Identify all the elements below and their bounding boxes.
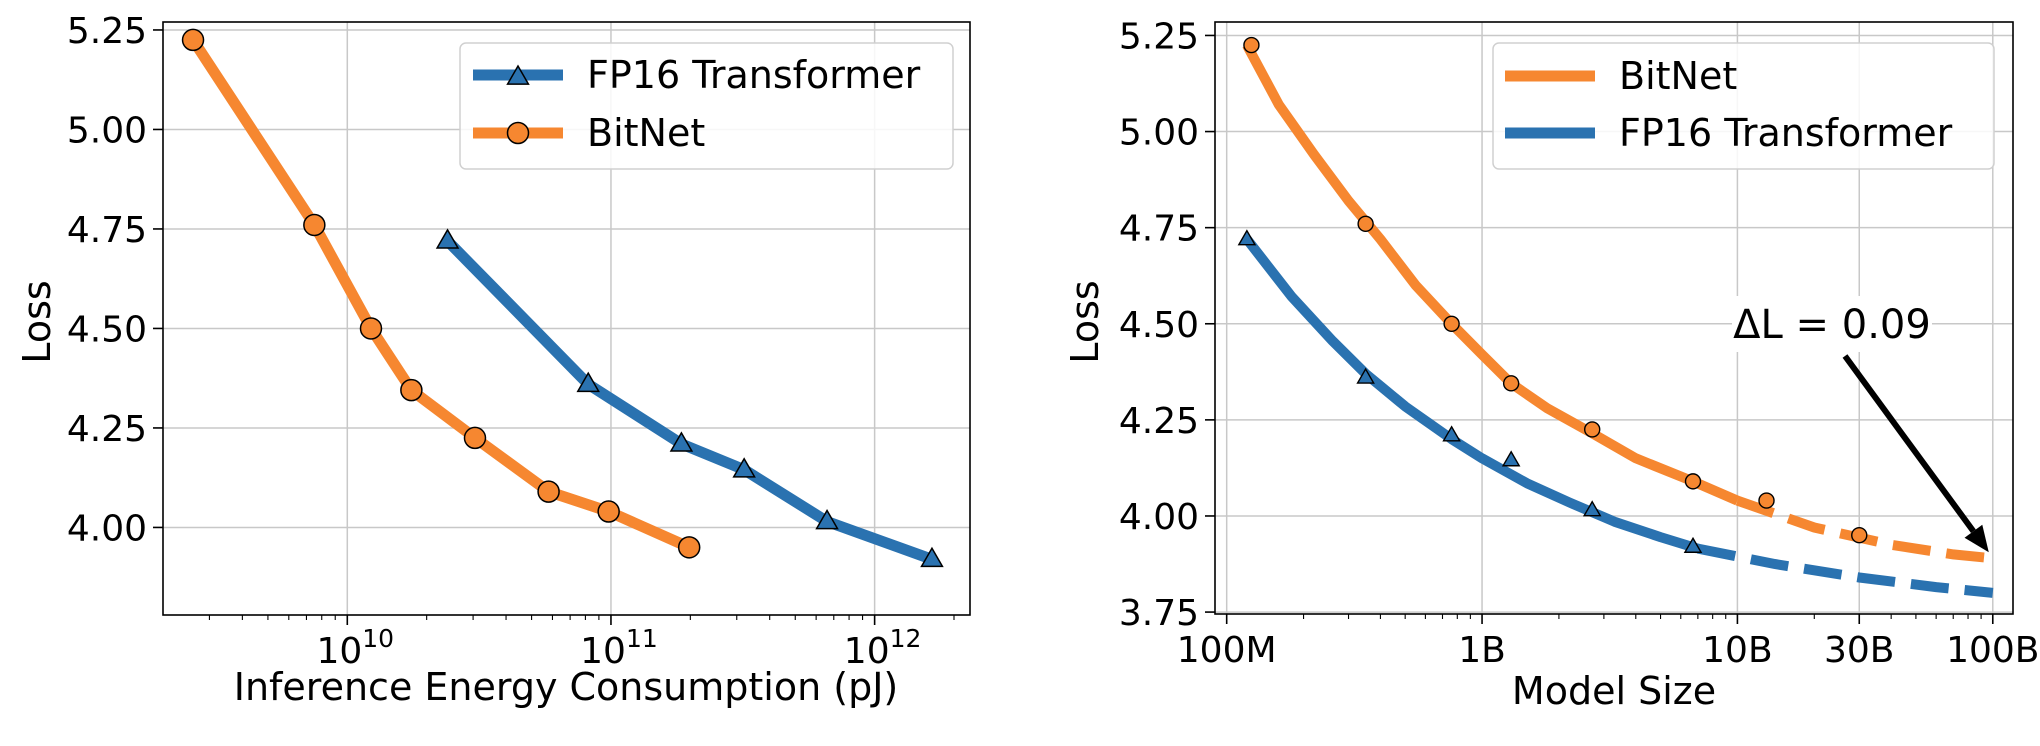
legend-box xyxy=(459,42,954,170)
energy-chart-x-axis-label: Inference Energy Consumption (pJ) xyxy=(234,665,899,709)
energy-bitnet-point xyxy=(181,28,205,52)
size-chart-y-tick-label: 4.75 xyxy=(1119,209,1199,250)
size-bitnet-point xyxy=(1502,375,1520,392)
legend-box xyxy=(1492,42,1995,170)
size-chart-frame xyxy=(1214,21,2014,615)
energy-chart-y-tick-label: 4.25 xyxy=(67,409,147,450)
size-chart-series xyxy=(1237,36,1994,598)
size-fp16-point xyxy=(1442,425,1461,442)
energy-fp16-point xyxy=(669,431,694,452)
size-chart-y-ticks: 3.75 4.00 4.25 4.50 4.75 5.00 5.25 xyxy=(1119,16,1215,634)
size-bitnet-point xyxy=(1851,526,1868,544)
size-fp16-point xyxy=(1237,229,1257,246)
energy-chart-y-ticks: 4.00 4.25 4.50 4.75 5.00 5.25 xyxy=(67,11,163,549)
energy-bitnet-point xyxy=(400,378,423,402)
size-chart-legend: BitNet FP16 Transformer xyxy=(1492,42,1995,170)
size-bitnet-point xyxy=(1243,36,1260,54)
size-chart-x-axis-label: Model Size xyxy=(1512,669,1716,713)
size-chart-x-tick-label: 30B xyxy=(1824,630,1895,671)
size-chart-x-ticks: 100M 1B 10B 30B 100B xyxy=(1177,614,2039,671)
annotation-background xyxy=(1732,296,1932,352)
size-chart-y-tick-label: 4.00 xyxy=(1119,497,1199,538)
size-chart-x-tick-label: 1B xyxy=(1458,630,1506,671)
energy-chart-legend: FP16 Transformer BitNet xyxy=(459,42,954,170)
energy-fp16-point xyxy=(920,546,944,568)
size-bitnet-fit-solid xyxy=(1242,42,1740,506)
energy-bitnet-point xyxy=(537,480,560,503)
annotation-arrow-head xyxy=(1964,524,1989,553)
size-bitnet-point xyxy=(1357,215,1374,233)
size-fp16-fit-solid xyxy=(1242,236,1700,554)
legend-fp16-label: FP16 Transformer xyxy=(1619,111,1953,155)
size-bitnet-fit-extrapolated xyxy=(1735,495,1994,564)
energy-bitnet-point xyxy=(463,426,487,450)
size-chart-x-tick-label: 10B xyxy=(1702,630,1773,671)
annotation-arrow-shaft xyxy=(1842,354,1976,534)
energy-chart-frame xyxy=(162,21,971,616)
size-fp16-point xyxy=(1356,367,1375,384)
energy-chart-y-axis-label: Loss xyxy=(15,280,59,363)
size-bitnet-point xyxy=(1443,315,1460,332)
size-fp16-point xyxy=(1582,500,1602,517)
legend-bitnet-circle-marker xyxy=(506,121,530,145)
energy-fp16-point xyxy=(815,508,839,530)
legend-bitnet-label: BitNet xyxy=(587,111,705,155)
energy-chart-x-ticks: 1010 1011 1012 xyxy=(208,615,955,672)
energy-fp16-point xyxy=(576,371,600,393)
size-fp16-point xyxy=(1683,536,1703,553)
energy-chart-x-tick-label: 1012 xyxy=(844,624,922,672)
energy-chart-series xyxy=(181,28,944,568)
size-bitnet-point xyxy=(1758,492,1775,509)
energy-chart-y-tick-label: 5.00 xyxy=(67,110,147,151)
energy-fp16-point xyxy=(435,228,460,249)
size-chart-y-tick-label: 4.25 xyxy=(1119,401,1199,442)
size-chart-y-tick-label: 4.50 xyxy=(1119,305,1199,346)
energy-chart-x-tick-label: 1011 xyxy=(580,624,658,672)
legend-fp16-label: FP16 Transformer xyxy=(587,53,921,97)
size-chart-y-tick-label: 5.25 xyxy=(1119,16,1199,57)
size-chart-y-tick-label: 5.00 xyxy=(1119,113,1199,154)
energy-chart-y-tick-label: 5.25 xyxy=(67,11,147,52)
energy-chart-x-tick-label: 1010 xyxy=(316,624,394,672)
size-chart-y-axis-label: Loss xyxy=(1063,280,1107,363)
energy-bitnet-point xyxy=(359,317,383,340)
size-bitnet-point xyxy=(1684,473,1702,490)
legend-bitnet-label: BitNet xyxy=(1619,54,1737,98)
energy-fp16-line xyxy=(442,235,938,565)
size-fp16-fit-extrapolated xyxy=(1696,543,1994,598)
size-chart-x-tick-label: 100M xyxy=(1177,630,1277,671)
size-chart-y-tick-label: 3.75 xyxy=(1119,593,1199,634)
energy-bitnet-point xyxy=(303,213,326,237)
legend-fp16-triangle-marker xyxy=(506,64,530,85)
energy-fp16-point xyxy=(732,457,756,478)
size-bitnet-point xyxy=(1584,421,1601,438)
energy-bitnet-point xyxy=(677,536,701,559)
energy-bitnet-point xyxy=(597,500,620,523)
model-size-loss-chart: 100M 1B 10B 30B 100B 3.75 4.00 4.25 4.50 4.75 5.0… xyxy=(1063,16,2039,713)
energy-chart-y-tick-label: 4.50 xyxy=(67,309,147,350)
energy-loss-chart: 1010 1011 1012 4.00 4.25 4.50 4.75 5.00 5.25 In… xyxy=(15,11,971,709)
size-fp16-point xyxy=(1501,450,1521,467)
size-chart-x-tick-label: 100B xyxy=(1946,630,2039,671)
energy-chart-y-tick-label: 4.00 xyxy=(67,508,147,549)
energy-chart-y-tick-label: 4.75 xyxy=(67,210,147,251)
delta-loss-label: ΔL = 0.09 xyxy=(1733,302,1931,348)
delta-loss-annotation: ΔL = 0.09 xyxy=(1732,296,1989,553)
